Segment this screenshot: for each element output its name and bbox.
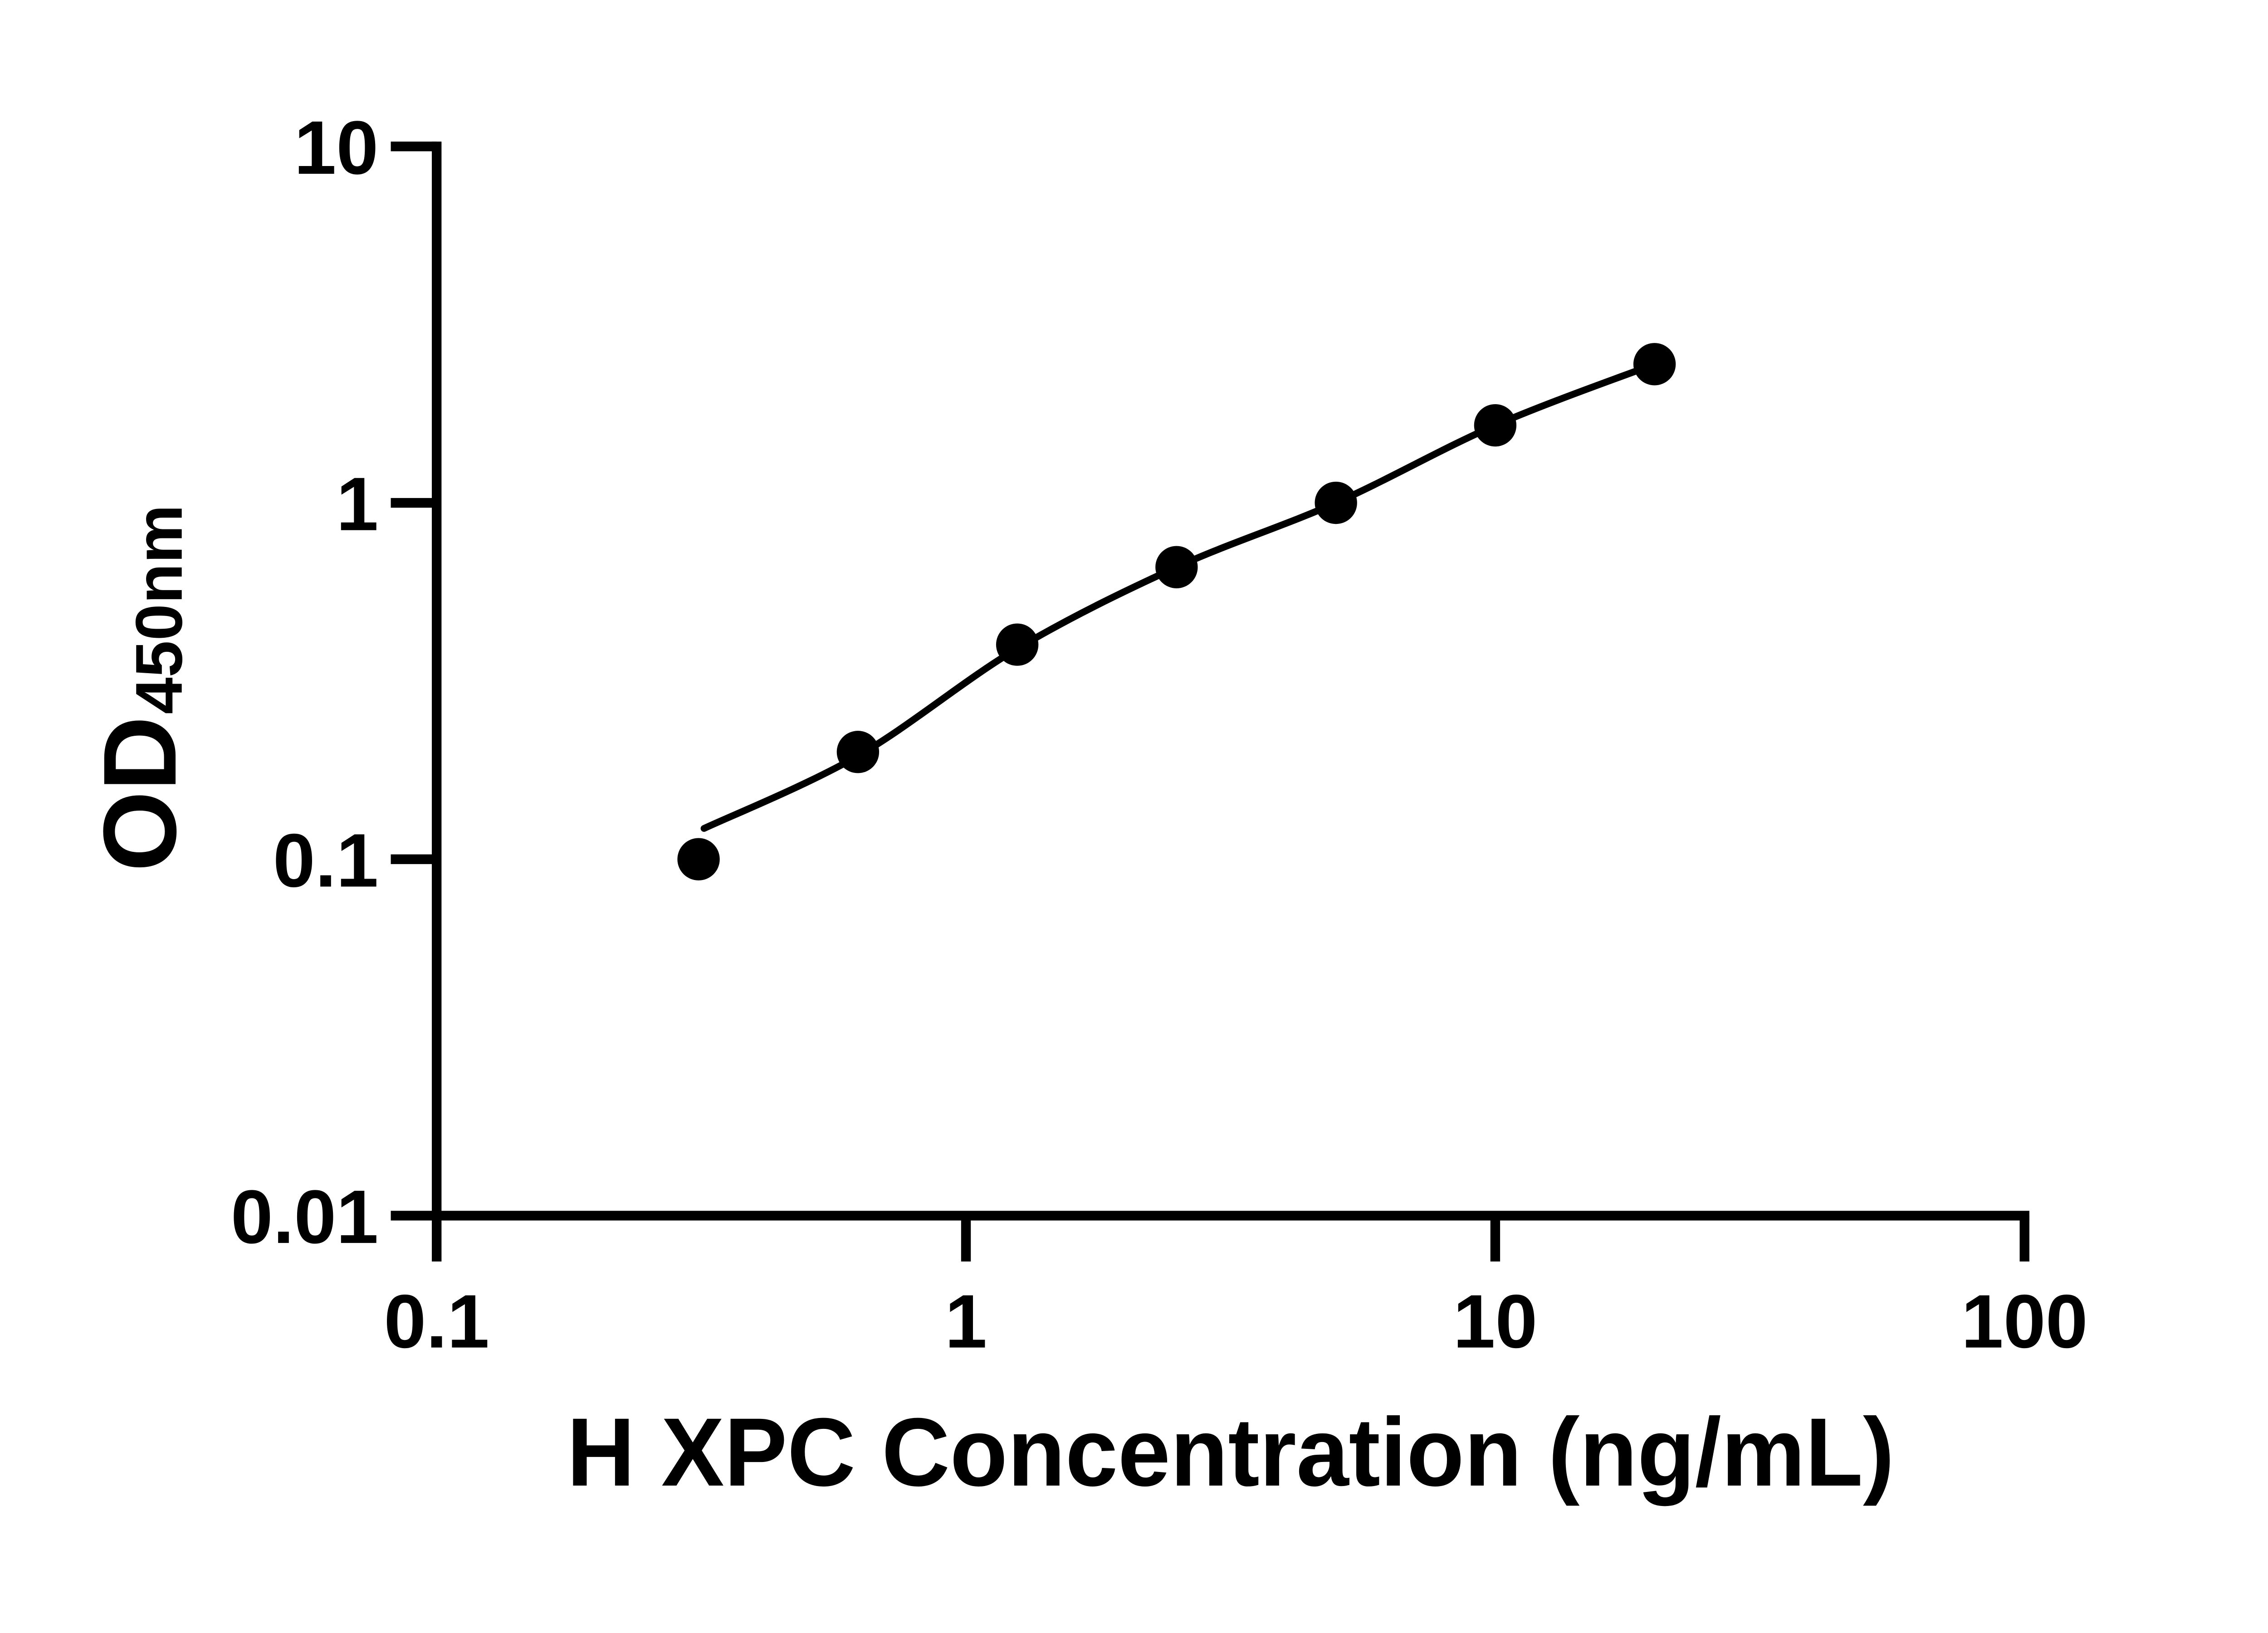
data-point-marker xyxy=(996,623,1039,666)
y-axis-title-main: OD xyxy=(82,716,198,872)
data-point-marker xyxy=(1633,343,1676,386)
data-point-marker xyxy=(1155,546,1198,588)
x-tick-label: 10 xyxy=(1453,1280,1537,1364)
plot-area xyxy=(677,343,1676,880)
y-axis-title-subscript: 450nm xyxy=(122,504,196,714)
x-tick-label: 1 xyxy=(945,1280,987,1364)
data-points xyxy=(677,343,1676,880)
y-tick-labels: 10 1 0.1 0.01 xyxy=(231,106,379,1259)
data-point-marker xyxy=(1315,481,1357,524)
x-tick-labels: 0.1 1 10 100 xyxy=(384,1280,2087,1364)
y-axis: 10 1 0.1 0.01 xyxy=(231,106,442,1259)
x-axis-title: H XPC Concentration (ng/mL) xyxy=(567,1398,1895,1506)
y-axis-title: OD 450nm xyxy=(82,504,198,871)
x-tick-label: 100 xyxy=(1961,1280,2088,1364)
y-tick-label: 0.01 xyxy=(231,1175,378,1259)
data-point-marker xyxy=(1474,404,1517,447)
data-point-marker xyxy=(677,838,720,880)
y-tick-label: 1 xyxy=(336,462,378,547)
x-tick-label: 0.1 xyxy=(384,1280,489,1364)
y-tick-marks xyxy=(391,142,437,1221)
x-tick-marks xyxy=(431,1215,2029,1262)
y-tick-label: 0.1 xyxy=(273,818,378,903)
y-tick-label: 10 xyxy=(294,106,378,190)
x-axis: 0.1 1 10 100 xyxy=(384,1211,2088,1364)
data-point-marker xyxy=(836,731,880,773)
